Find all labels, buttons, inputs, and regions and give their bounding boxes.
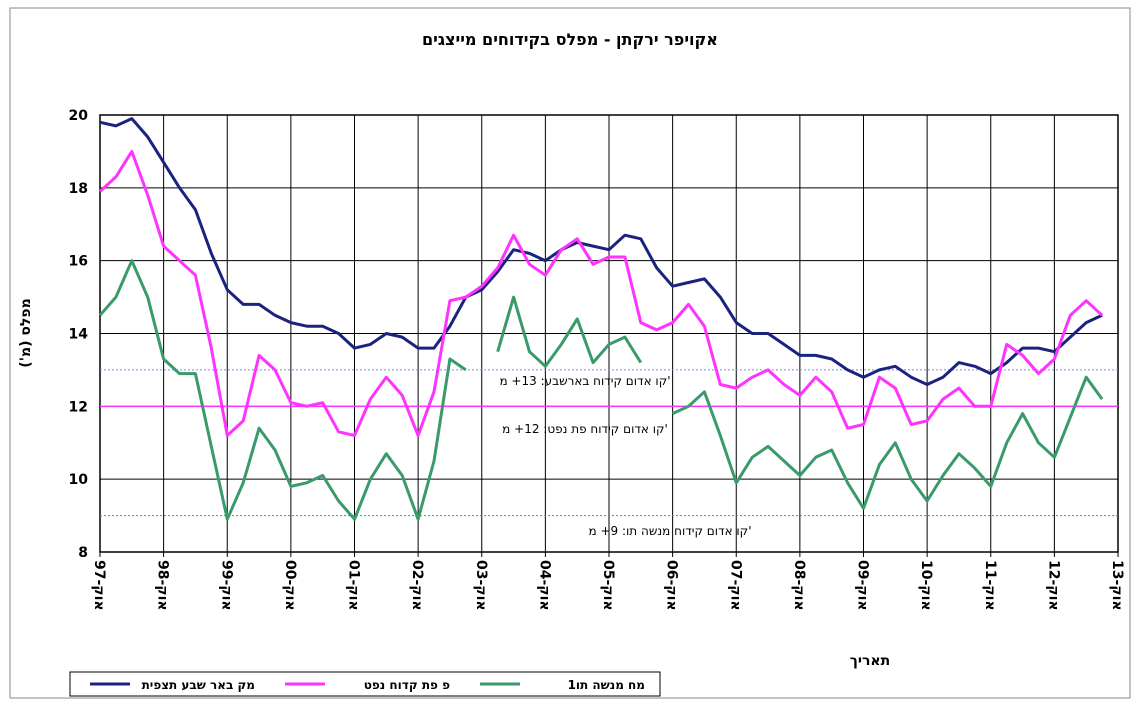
x-tick-label: אוק-09 xyxy=(855,560,871,611)
x-tick-label: אוק-03 xyxy=(473,560,489,611)
x-tick-label: אוק-13 xyxy=(1109,560,1125,611)
x-tick-label: אוק-10 xyxy=(918,560,934,611)
y-tick-label: 14 xyxy=(69,327,89,343)
series-line xyxy=(98,149,1104,437)
legend-label: מח מנשה תו1 xyxy=(568,678,645,692)
x-tick-label: אוק-11 xyxy=(982,560,998,611)
x-tick-label: אוק-08 xyxy=(791,560,807,611)
series-line xyxy=(99,117,1103,386)
y-tick-label: 16 xyxy=(69,254,88,270)
y-tick-label: 12 xyxy=(69,399,88,415)
annotation: קו אדום קידוח בארשבע: 13+ מ' xyxy=(499,374,670,388)
annotation: קו אדום קידוח פת נפט: 12+ מ' xyxy=(502,422,668,436)
x-tick-label: אוק-99 xyxy=(218,560,234,611)
x-axis-label: תאריך xyxy=(850,653,890,669)
legend-label: פ פת קדוח נפט xyxy=(364,678,450,692)
y-tick-label: 20 xyxy=(69,108,89,124)
legend-label: מק באר שבע תצפית xyxy=(142,678,255,692)
x-tick-label: אוק-97 xyxy=(91,560,107,611)
x-tick-label: אוק-12 xyxy=(1045,560,1061,611)
y-tick-label: 18 xyxy=(69,181,88,197)
annotation: קו אדום קידוח מנשה תו: 9+ מ' xyxy=(589,524,752,538)
x-tick-label: אוק-06 xyxy=(664,560,680,611)
x-tick-label: אוק-00 xyxy=(282,560,298,611)
x-tick-label: אוק-05 xyxy=(600,560,616,611)
x-tick-label: אוק-01 xyxy=(346,560,362,611)
x-tick-label: אוק-98 xyxy=(155,560,171,611)
chart-title: אקויפר ירקתן - מפלס בקידוחים מייצגים xyxy=(422,30,718,49)
legend-box xyxy=(69,671,661,697)
y-tick-label: 8 xyxy=(78,545,88,561)
plot-border xyxy=(99,114,1119,553)
x-tick-label: אוק-07 xyxy=(727,560,743,611)
y-axis-label: מפלס (מ') xyxy=(18,298,34,367)
chart-frame xyxy=(9,7,1131,699)
x-tick-label: אוק-04 xyxy=(536,560,552,611)
y-tick-label: 10 xyxy=(69,472,89,488)
x-tick-label: אוק-02 xyxy=(409,560,425,611)
series-line xyxy=(98,259,1104,521)
